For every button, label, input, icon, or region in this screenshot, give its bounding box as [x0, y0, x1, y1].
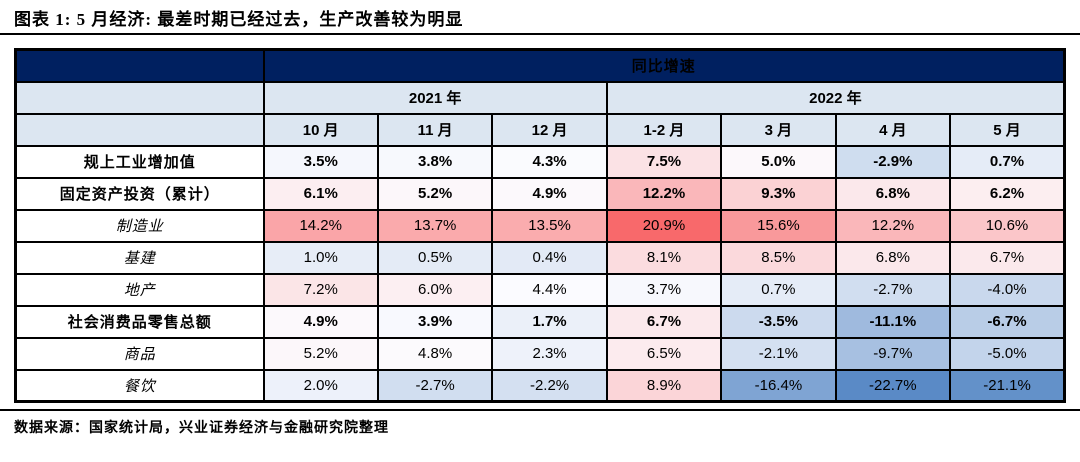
row-label-cell: 地产: [14, 272, 265, 307]
value-cell: -5.0%: [949, 336, 1066, 371]
value-cell: -4.0%: [949, 272, 1066, 307]
value-cell: 6.1%: [262, 176, 379, 211]
value-cell: 0.7%: [720, 272, 837, 307]
value-cell: -2.9%: [834, 144, 952, 179]
value-cell: -11.1%: [834, 304, 952, 339]
month-header-cell: 3 月: [720, 112, 837, 147]
value-cell: 6.0%: [376, 272, 494, 307]
value-cell: 1.7%: [491, 304, 608, 339]
value-cell: 0.5%: [376, 240, 494, 275]
value-cell: 5.0%: [720, 144, 837, 179]
table-row-years: 2021 年 2022 年: [14, 80, 1066, 115]
value-cell: -2.7%: [834, 272, 952, 307]
value-cell: 0.7%: [949, 144, 1066, 179]
table-row: 固定资产投资（累计） 6.1% 5.2% 4.9% 12.2% 9.3% 6.8% 6.2%: [14, 176, 1066, 211]
value-cell: 5.2%: [262, 336, 379, 371]
value-cell: -16.4%: [720, 368, 837, 403]
value-cell: 0.4%: [491, 240, 608, 275]
month-header-cell: 12 月: [491, 112, 608, 147]
value-cell: -9.7%: [834, 336, 952, 371]
table-row-group-header: 同比增速: [14, 48, 1066, 83]
value-cell: 8.1%: [605, 240, 723, 275]
footer-divider: [0, 409, 1080, 411]
value-cell: 3.9%: [376, 304, 494, 339]
value-cell: 12.2%: [834, 208, 952, 243]
value-cell: -2.7%: [376, 368, 494, 403]
value-cell: 20.9%: [605, 208, 723, 243]
month-header-cell: 5 月: [949, 112, 1066, 147]
value-cell: 4.3%: [491, 144, 608, 179]
exhibit-title: 图表 1: 5 月经济: 最差时期已经过去，生产改善较为明显: [14, 10, 464, 29]
value-cell: -2.1%: [720, 336, 837, 371]
corner-cell: [14, 48, 265, 83]
group-header-cell: 同比增速: [262, 48, 1066, 83]
value-cell: -21.1%: [949, 368, 1066, 403]
value-cell: 13.7%: [376, 208, 494, 243]
table-row: 社会消费品零售总额 4.9% 3.9% 1.7% 6.7% -3.5% -11.1% -6.7…: [14, 304, 1066, 339]
value-cell: 15.6%: [720, 208, 837, 243]
value-cell: 6.7%: [605, 304, 723, 339]
value-cell: 4.4%: [491, 272, 608, 307]
row-label-cell: 制造业: [14, 208, 265, 243]
corner-cell: [14, 112, 265, 147]
value-cell: 14.2%: [262, 208, 379, 243]
value-cell: 7.5%: [605, 144, 723, 179]
value-cell: -3.5%: [720, 304, 837, 339]
value-cell: 2.0%: [262, 368, 379, 403]
table-row: 餐饮 2.0% -2.7% -2.2% 8.9% -16.4% -22.7% -21.1%: [14, 368, 1066, 403]
value-cell: 6.8%: [834, 176, 952, 211]
value-cell: 4.9%: [491, 176, 608, 211]
month-header-cell: 4 月: [834, 112, 952, 147]
value-cell: 8.5%: [720, 240, 837, 275]
value-cell: 6.7%: [949, 240, 1066, 275]
table-row: 基建 1.0% 0.5% 0.4% 8.1% 8.5% 6.8% 6.7%: [14, 240, 1066, 275]
value-cell: 3.5%: [262, 144, 379, 179]
value-cell: 4.9%: [262, 304, 379, 339]
value-cell: -6.7%: [949, 304, 1066, 339]
value-cell: 3.8%: [376, 144, 494, 179]
row-label-cell: 固定资产投资（累计）: [14, 176, 265, 211]
value-cell: 12.2%: [605, 176, 723, 211]
report-exhibit: 图表 1: 5 月经济: 最差时期已经过去，生产改善较为明显 同比增速 2021…: [0, 10, 1080, 436]
title-underline: [0, 33, 1080, 35]
row-label-cell: 社会消费品零售总额: [14, 304, 265, 339]
value-cell: 7.2%: [262, 272, 379, 307]
value-cell: 1.0%: [262, 240, 379, 275]
table-row: 商品 5.2% 4.8% 2.3% 6.5% -2.1% -9.7% -5.0%: [14, 336, 1066, 371]
month-header-cell: 1-2 月: [605, 112, 723, 147]
value-cell: 2.3%: [491, 336, 608, 371]
table-row: 制造业 14.2% 13.7% 13.5% 20.9% 15.6% 12.2% 10.6%: [14, 208, 1066, 243]
value-cell: -2.2%: [491, 368, 608, 403]
value-cell: 13.5%: [491, 208, 608, 243]
row-label-cell: 规上工业增加值: [14, 144, 265, 179]
value-cell: 8.9%: [605, 368, 723, 403]
row-label-cell: 基建: [14, 240, 265, 275]
value-cell: 3.7%: [605, 272, 723, 307]
month-header-cell: 10 月: [262, 112, 379, 147]
value-cell: 10.6%: [949, 208, 1066, 243]
value-cell: 9.3%: [720, 176, 837, 211]
value-cell: 6.2%: [949, 176, 1066, 211]
value-cell: 5.2%: [376, 176, 494, 211]
table-row: 规上工业增加值 3.5% 3.8% 4.3% 7.5% 5.0% -2.9% 0.7%: [14, 144, 1066, 179]
row-label-cell: 商品: [14, 336, 265, 371]
source-note: 数据来源：国家统计局，兴业证券经济与金融研究院整理: [14, 421, 389, 436]
value-cell: 6.8%: [834, 240, 952, 275]
value-cell: 4.8%: [376, 336, 494, 371]
value-cell: 6.5%: [605, 336, 723, 371]
year-2022-cell: 2022 年: [605, 80, 1066, 115]
month-header-cell: 11 月: [376, 112, 494, 147]
table-row: 地产 7.2% 6.0% 4.4% 3.7% 0.7% -2.7% -4.0%: [14, 272, 1066, 307]
corner-cell: [14, 80, 265, 115]
year-2021-cell: 2021 年: [262, 80, 608, 115]
value-cell: -22.7%: [834, 368, 952, 403]
row-label-cell: 餐饮: [14, 368, 265, 403]
